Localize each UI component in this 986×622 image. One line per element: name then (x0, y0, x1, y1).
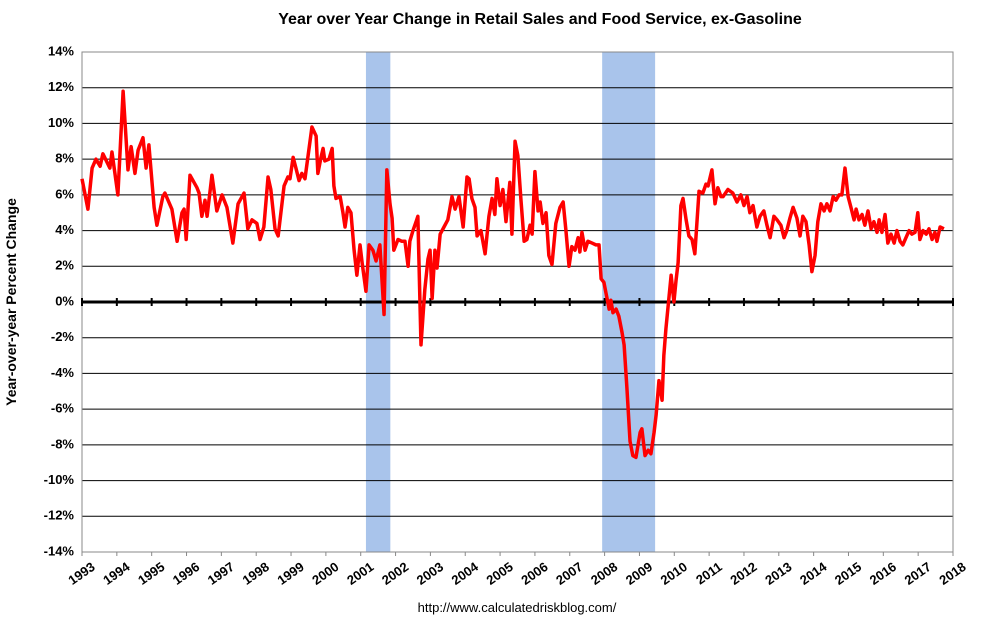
y-tick-label: -8% (51, 436, 75, 451)
y-tick-label: 12% (48, 79, 74, 94)
y-tick-label: -14% (44, 543, 75, 558)
y-tick-label: 10% (48, 115, 74, 130)
y-tick-label: 6% (55, 186, 74, 201)
y-tick-label: -2% (51, 329, 75, 344)
y-axis-label: Year-over-year Percent Change (3, 198, 19, 406)
y-tick-label: 0% (55, 293, 74, 308)
y-tick-label: 14% (48, 43, 74, 58)
chart-title: Year over Year Change in Retail Sales an… (278, 11, 802, 28)
y-tick-label: -4% (51, 365, 75, 380)
y-tick-label: -12% (44, 508, 75, 523)
data-line (80, 89, 945, 460)
y-tick-label: -10% (44, 472, 75, 487)
y-tick-label: 4% (55, 222, 74, 237)
y-tick-label: -6% (51, 401, 75, 416)
y-tick-label: 2% (55, 258, 74, 273)
source-note: http://www.calculatedriskblog.com/ (418, 600, 617, 615)
y-tick-label: 8% (55, 151, 74, 166)
